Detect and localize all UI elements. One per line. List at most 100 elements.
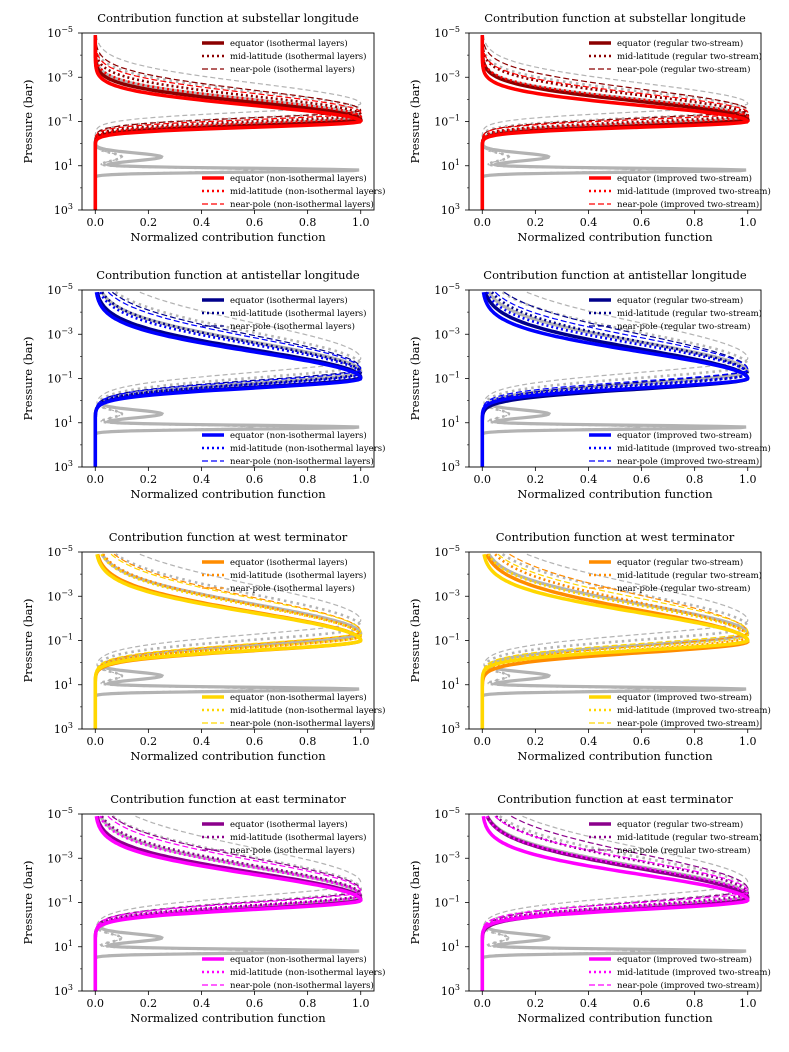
x-tick-label: 0.8 [299,216,317,229]
x-tick-label: 0.4 [580,735,598,748]
chart-title: Contribution function at antistellar lon… [96,268,360,282]
y-tick-label: 10−1 [47,895,73,910]
legend-lower: equator (improved two-stream) mid-latitud… [589,954,771,991]
legend-label: mid-latitude (improved two-stream) [617,705,771,716]
legend-lower: equator (non-isothermal layers) mid-latit… [202,173,385,210]
curve-mid-latitude-lower-legend [94,291,363,467]
y-tick-label: 103 [441,459,460,474]
chart-panel-3: Contribution function at antistellar lon… [21,268,385,501]
legend-label: equator (non-isothermal layers) [230,692,367,703]
x-tick-label: 1.0 [352,216,370,229]
curve-near-pole-lower-legend [481,291,749,467]
y-tick-label: 10−1 [434,371,460,386]
x-tick-label: 0.2 [140,216,158,229]
plot-area [480,553,750,729]
x-axis-label: Normalized contribution function [130,487,326,501]
legend-label: equator (non-isothermal layers) [230,430,367,441]
x-tick-label: 0.0 [87,735,105,748]
y-tick-label: 103 [54,721,73,736]
x-tick-label: 0.6 [246,735,264,748]
y-tick-label: 10−5 [47,282,73,297]
chart-panel-7: Contribution function at east terminator… [21,792,385,1025]
legend-label: mid-latitude (isothermal layers) [230,570,366,581]
x-tick-label: 0.2 [527,473,545,486]
curve-near-pole-lower-legend [94,291,362,467]
y-tick-label: 10−5 [47,25,73,40]
legend-label: mid-latitude (regular two-stream) [617,51,762,62]
y-axis-label: Pressure (bar) [408,80,422,164]
y-tick-label: 103 [441,983,460,998]
y-axis-label: Pressure (bar) [21,80,35,164]
y-tick-label: 101 [441,939,460,954]
legend-label: mid-latitude (improved two-stream) [617,186,771,197]
reference-curve-near-pole [94,291,362,467]
x-tick-label: 1.0 [739,997,757,1010]
reference-curve-mid-latitude [481,815,749,991]
reference-curve-near-pole [481,291,749,467]
y-tick-label: 101 [54,677,73,692]
curve-mid-latitude-upper-legend [481,291,750,467]
legend-upper: equator (regular two-stream) mid-latitude… [589,819,762,856]
y-tick-label: 10−5 [434,282,460,297]
legend-label: near-pole (regular two-stream) [617,64,750,75]
x-tick-label: 0.4 [193,735,211,748]
legend-label: near-pole (improved two-stream) [617,980,759,991]
curve-mid-latitude-upper-legend [94,35,363,210]
x-tick-label: 0.2 [140,997,158,1010]
legend-upper: equator (isothermal layers) mid-latitude … [202,557,366,594]
x-axis-label: Normalized contribution function [517,230,713,244]
legend-label: near-pole (regular two-stream) [617,321,750,332]
legend-label: equator (improved two-stream) [617,692,752,703]
y-tick-label: 10−5 [47,806,73,821]
plot-area [480,291,750,467]
x-tick-label: 1.0 [352,473,370,486]
legend-label: near-pole (non-isothermal layers) [230,456,374,467]
legend-label: near-pole (isothermal layers) [230,64,355,75]
x-tick-label: 0.2 [527,997,545,1010]
legend-label: near-pole (improved two-stream) [617,199,759,210]
curve-mid-latitude-lower-legend [481,291,750,467]
y-tick-label: 10−1 [47,114,73,129]
legend-label: equator (regular two-stream) [617,819,743,830]
legend-label: near-pole (non-isothermal layers) [230,718,374,729]
legend-label: equator (improved two-stream) [617,954,752,965]
plot-area [93,553,363,729]
legend-label: near-pole (regular two-stream) [617,583,750,594]
x-axis-label: Normalized contribution function [130,749,326,763]
x-tick-label: 0.4 [580,216,598,229]
x-tick-label: 0.2 [527,216,545,229]
chart-panel-2: Contribution function at substellar long… [408,11,771,244]
x-tick-label: 0.8 [686,473,704,486]
legend-label: near-pole (non-isothermal layers) [230,980,374,991]
legend-upper: equator (regular two-stream) mid-latitude… [589,295,762,332]
legend-label: equator (isothermal layers) [230,38,348,49]
legend-upper: equator (isothermal layers) mid-latitude … [202,38,366,75]
legend-label: equator (isothermal layers) [230,557,348,568]
x-tick-label: 0.4 [193,216,211,229]
legend-label: equator (regular two-stream) [617,38,743,49]
chart-title: Contribution function at west terminator [109,530,348,544]
curve-mid-latitude-lower-legend [481,553,750,729]
chart-panel-4: Contribution function at antistellar lon… [408,268,771,501]
legend-label: mid-latitude (non-isothermal layers) [230,967,385,978]
curve-near-pole-lower-legend [481,815,749,991]
x-tick-label: 0.0 [474,997,492,1010]
y-tick-label: 10−1 [434,895,460,910]
x-axis-label: Normalized contribution function [517,487,713,501]
y-tick-label: 10−5 [434,544,460,559]
plot-area [480,815,750,991]
y-tick-label: 10−3 [434,326,460,341]
y-tick-label: 10−3 [434,588,460,603]
y-tick-label: 10−3 [47,69,73,84]
curve-near-pole-upper-legend [94,291,362,467]
y-tick-label: 101 [441,677,460,692]
legend-lower: equator (non-isothermal layers) mid-latit… [202,430,385,467]
x-tick-label: 0.8 [299,473,317,486]
y-axis-label: Pressure (bar) [408,861,422,945]
legend-label: mid-latitude (isothermal layers) [230,308,366,319]
curve-near-pole-lower-legend [481,35,749,210]
legend-label: near-pole (isothermal layers) [230,583,355,594]
legend-label: near-pole (improved two-stream) [617,718,759,729]
x-axis-label: Normalized contribution function [130,1011,326,1025]
